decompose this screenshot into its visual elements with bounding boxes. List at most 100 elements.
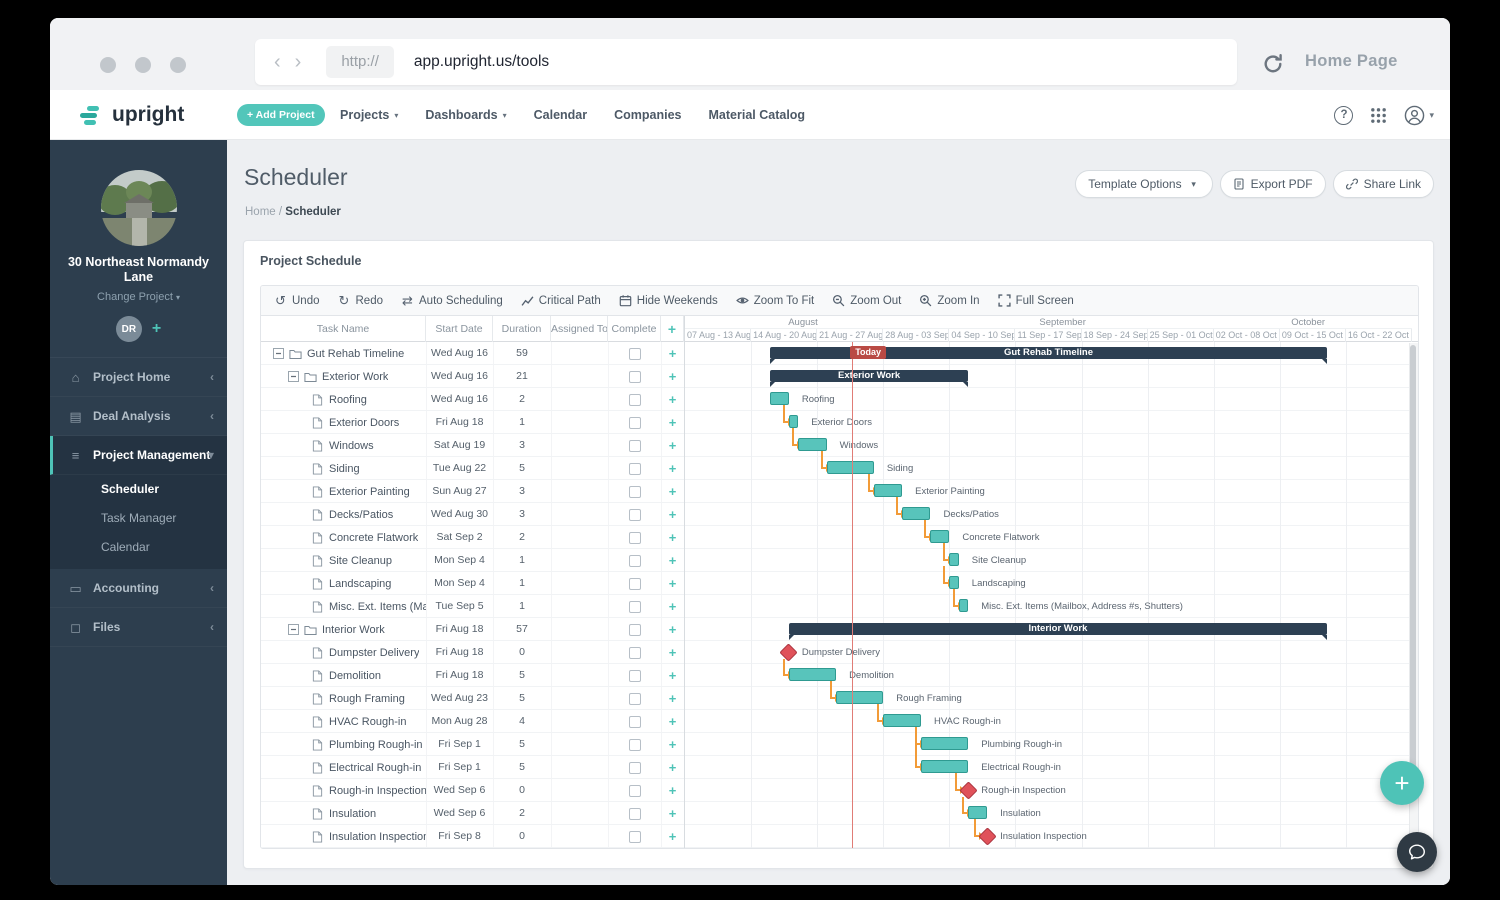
- vertical-scrollbar[interactable]: [1409, 343, 1418, 848]
- add-task-button[interactable]: +: [668, 576, 677, 591]
- toolbar-zoom-in[interactable]: Zoom In: [910, 286, 988, 316]
- add-task-button[interactable]: +: [668, 484, 677, 499]
- nav-companies[interactable]: Companies: [614, 108, 681, 122]
- add-task-button[interactable]: +: [668, 783, 677, 798]
- add-task-button[interactable]: +: [668, 438, 677, 453]
- task-row[interactable]: Windows Sat Aug 19 3 +: [261, 434, 1411, 457]
- complete-checkbox[interactable]: [628, 807, 641, 820]
- toolbar-critical-path[interactable]: Critical Path: [512, 286, 610, 316]
- add-column-button[interactable]: +: [661, 316, 684, 342]
- complete-checkbox[interactable]: [628, 669, 641, 682]
- task-row[interactable]: Gut Rehab Timeline Wed Aug 16 59 +: [261, 342, 1411, 365]
- nav-material-catalog[interactable]: Material Catalog: [709, 108, 806, 122]
- complete-checkbox[interactable]: [628, 784, 641, 797]
- add-task-button[interactable]: +: [668, 553, 677, 568]
- add-task-button[interactable]: +: [668, 461, 677, 476]
- sidebar-subitem-calendar[interactable]: Calendar: [101, 540, 150, 554]
- task-bar[interactable]: [921, 737, 969, 750]
- back-icon[interactable]: ‹: [274, 51, 281, 73]
- add-member-icon[interactable]: +: [151, 320, 162, 337]
- task-row[interactable]: Rough-in Inspection Wed Sep 6 0 +: [261, 779, 1411, 802]
- add-task-button[interactable]: +: [668, 415, 677, 430]
- add-task-button[interactable]: +: [668, 737, 677, 752]
- toolbar-zoom-to-fit[interactable]: Zoom To Fit: [727, 286, 824, 316]
- url-bar[interactable]: ‹ › http:// app.upright.us/tools: [255, 39, 1237, 85]
- add-task-button[interactable]: +: [668, 760, 677, 775]
- complete-checkbox[interactable]: [628, 370, 641, 383]
- add-task-button[interactable]: +: [668, 714, 677, 729]
- task-bar[interactable]: [769, 392, 789, 405]
- task-row[interactable]: Insulation Inspection Fri Sep 8 0 +: [261, 825, 1411, 848]
- milestone-diamond[interactable]: [977, 826, 997, 846]
- toolbar-auto-scheduling[interactable]: ⇄ Auto Scheduling: [392, 286, 512, 316]
- add-task-button[interactable]: +: [668, 622, 677, 637]
- sidebar-item-project-home[interactable]: ⌂ Project Home ‹: [50, 358, 227, 397]
- task-bar[interactable]: [836, 691, 884, 704]
- toolbar-redo[interactable]: ↻ Redo: [329, 286, 393, 316]
- summary-bar[interactable]: Gut Rehab Timeline: [769, 347, 1328, 364]
- change-project-button[interactable]: Change Project ▾: [50, 291, 227, 303]
- task-row[interactable]: Landscaping Mon Sep 4 1 +: [261, 572, 1411, 595]
- complete-checkbox[interactable]: [628, 347, 641, 360]
- task-row[interactable]: HVAC Rough-in Mon Aug 28 4 +: [261, 710, 1411, 733]
- summary-bar[interactable]: Interior Work: [788, 623, 1328, 640]
- sidebar-item-files[interactable]: ◻ Files ‹: [50, 608, 227, 647]
- action-template-options[interactable]: Template Options ▾: [1075, 170, 1213, 198]
- toolbar-full-screen[interactable]: Full Screen: [989, 286, 1083, 316]
- complete-checkbox[interactable]: [628, 554, 641, 567]
- complete-checkbox[interactable]: [628, 531, 641, 544]
- home-page-link[interactable]: Home Page: [1305, 52, 1398, 70]
- task-row[interactable]: Dumpster Delivery Fri Aug 18 0 +: [261, 641, 1411, 664]
- complete-checkbox[interactable]: [628, 692, 641, 705]
- reload-icon[interactable]: [1262, 53, 1284, 75]
- task-bar[interactable]: [921, 760, 969, 773]
- nav-calendar[interactable]: Calendar: [534, 108, 588, 122]
- add-task-button[interactable]: +: [668, 691, 677, 706]
- task-row[interactable]: Interior Work Fri Aug 18 57 +: [261, 618, 1411, 641]
- complete-checkbox[interactable]: [628, 623, 641, 636]
- task-bar[interactable]: [883, 714, 922, 727]
- complete-checkbox[interactable]: [628, 485, 641, 498]
- add-task-button[interactable]: +: [668, 645, 677, 660]
- complete-checkbox[interactable]: [628, 830, 641, 843]
- add-task-button[interactable]: +: [668, 806, 677, 821]
- complete-checkbox[interactable]: [628, 715, 641, 728]
- toolbar-undo[interactable]: ↺ Undo: [265, 286, 329, 316]
- nav-dashboards[interactable]: Dashboards ▾: [425, 108, 506, 122]
- task-row[interactable]: Siding Tue Aug 22 5 +: [261, 457, 1411, 480]
- project-photo[interactable]: [100, 170, 177, 246]
- task-bar[interactable]: [968, 806, 988, 819]
- task-row[interactable]: Concrete Flatwork Sat Sep 2 2 +: [261, 526, 1411, 549]
- complete-checkbox[interactable]: [628, 577, 641, 590]
- task-row[interactable]: Insulation Wed Sep 6 2 +: [261, 802, 1411, 825]
- complete-checkbox[interactable]: [628, 439, 641, 452]
- help-icon[interactable]: ?: [1334, 105, 1354, 125]
- toolbar-zoom-out[interactable]: Zoom Out: [823, 286, 910, 316]
- task-bar[interactable]: [788, 415, 799, 428]
- chat-widget-button[interactable]: [1397, 832, 1437, 872]
- avatar[interactable]: DR: [115, 316, 142, 342]
- complete-checkbox[interactable]: [628, 738, 641, 751]
- scrollbar-thumb[interactable]: [1410, 345, 1416, 785]
- action-export-pdf[interactable]: Export PDF: [1219, 170, 1326, 198]
- task-bar[interactable]: [949, 576, 959, 589]
- action-share-link[interactable]: Share Link: [1332, 170, 1434, 198]
- upright-logo[interactable]: upright: [80, 90, 184, 140]
- complete-checkbox[interactable]: [628, 761, 641, 774]
- task-bar[interactable]: [949, 553, 959, 566]
- add-task-button[interactable]: +: [668, 346, 677, 361]
- task-row[interactable]: Exterior Work Wed Aug 16 21 +: [261, 365, 1411, 388]
- add-project-button[interactable]: + Add Project: [237, 104, 325, 126]
- task-row[interactable]: Decks/Patios Wed Aug 30 3 +: [261, 503, 1411, 526]
- add-task-button[interactable]: +: [668, 369, 677, 384]
- task-row[interactable]: Roofing Wed Aug 16 2 +: [261, 388, 1411, 411]
- add-task-button[interactable]: +: [668, 829, 677, 844]
- task-bar[interactable]: [958, 599, 969, 612]
- task-bar[interactable]: [826, 461, 874, 474]
- sidebar-item-accounting[interactable]: ▭ Accounting ‹: [50, 569, 227, 608]
- task-bar[interactable]: [873, 484, 903, 497]
- complete-checkbox[interactable]: [628, 393, 641, 406]
- window-control-dot[interactable]: [135, 57, 151, 73]
- task-row[interactable]: Rough Framing Wed Aug 23 5 +: [261, 687, 1411, 710]
- complete-checkbox[interactable]: [628, 646, 641, 659]
